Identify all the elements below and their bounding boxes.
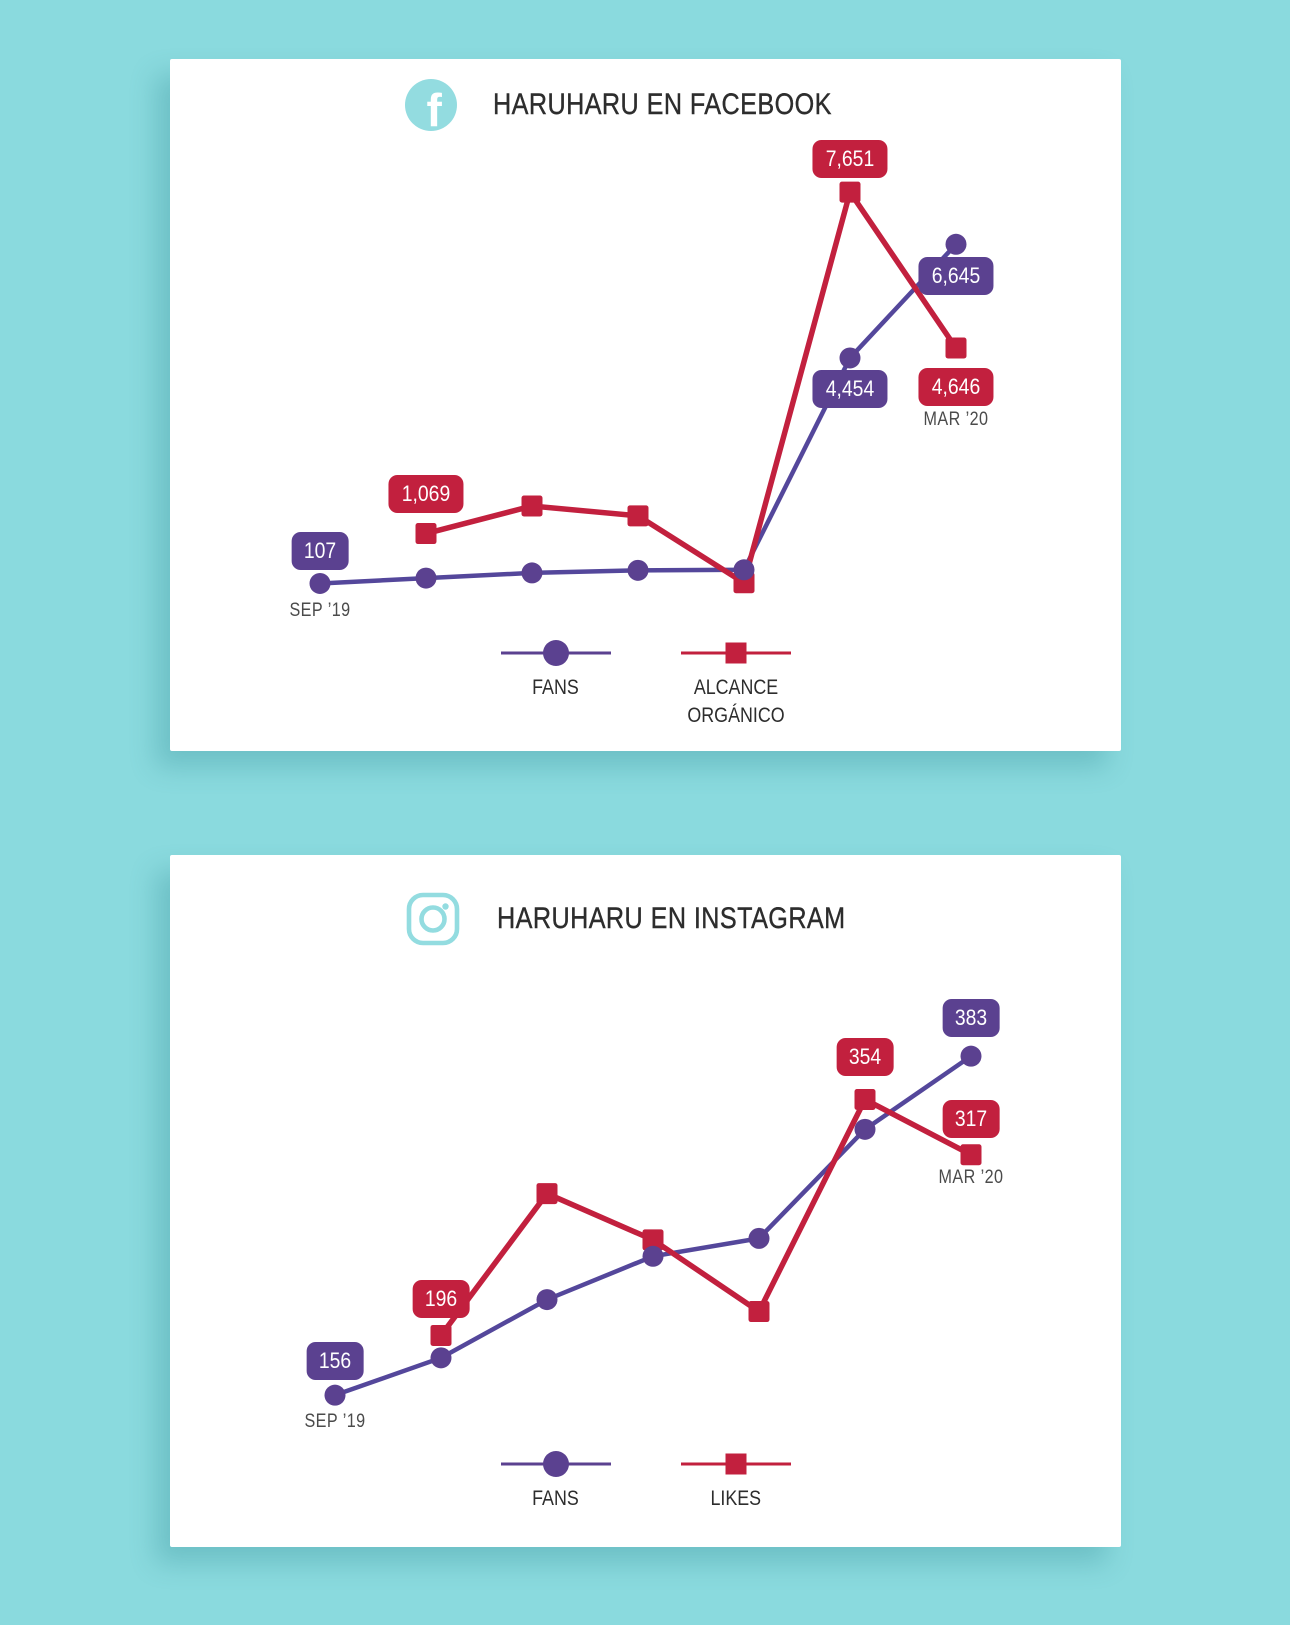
fans-point-0: [324, 1384, 346, 1406]
fans-point-3: [627, 559, 649, 581]
alcance-organico-point-3: [627, 505, 649, 527]
fans-point-2: [536, 1289, 558, 1311]
fans-point-1: [415, 567, 437, 589]
fans-point-0: [309, 572, 331, 594]
alcance-organico-point-2: [521, 495, 543, 517]
likes-point-3: [642, 1229, 664, 1251]
likes-point-4: [748, 1301, 770, 1323]
fans-legend-label: FANS: [532, 1487, 579, 1510]
likes-point-2: [536, 1183, 558, 1205]
instagram-chart-header: HARUHARU EN INSTAGRAM: [405, 891, 912, 947]
facebook-f-glyph: f: [426, 84, 442, 131]
instagram-chart-legend: FANS LIKES: [170, 1451, 1121, 1513]
legend-item-likes: LIKES: [671, 1451, 801, 1513]
fans-point-2: [521, 562, 543, 584]
instagram-chart-title: HARUHARU EN INSTAGRAM: [497, 902, 846, 935]
fans-point-5: [854, 1118, 876, 1140]
likes-line: [438, 1095, 973, 1338]
facebook-chart-title: HARUHARU EN FACEBOOK: [493, 88, 832, 121]
likes-point-5: [854, 1088, 876, 1110]
fans-legend-circle: [542, 640, 569, 666]
likes-point-6: [960, 1144, 982, 1166]
alcance-organico-point-5: [839, 181, 861, 203]
alcance-legend-label: ALCANCE ORGÁNICO: [686, 676, 785, 728]
instagram-icon: [406, 892, 460, 946]
likes-legend-square: [725, 1453, 746, 1475]
alcance-legend-square: [725, 642, 746, 664]
alcance-series-marker: [680, 640, 791, 666]
legend-item-fans: FANS: [491, 640, 621, 731]
instagram-line-chart: [324, 1045, 982, 1406]
likes-legend-label: LIKES: [710, 1487, 761, 1510]
facebook-icon: f: [405, 79, 457, 131]
facebook-line-chart: [309, 181, 967, 594]
fans-point-4: [733, 559, 755, 581]
legend-item-alcance-organico: ALCANCE ORGÁNICO: [671, 640, 801, 731]
alcance-organico-line: [425, 185, 959, 588]
fans-point-5: [839, 347, 861, 369]
likes-series-marker: [680, 1451, 791, 1477]
legend-item-fans: FANS: [491, 1451, 621, 1513]
fans-point-6: [945, 233, 967, 255]
fans-point-1: [430, 1347, 452, 1369]
fans-series-marker: [500, 1451, 611, 1477]
facebook-chart-card: f HARUHARU EN FACEBOOK 107 1,069 7,651 4,45…: [170, 59, 1121, 751]
fans-line: [319, 242, 958, 586]
alcance-organico-point-1: [415, 523, 437, 545]
fans-legend-label: FANS: [532, 676, 579, 699]
facebook-chart-header: f HARUHARU EN FACEBOOK: [405, 79, 896, 131]
likes-point-1: [430, 1324, 452, 1346]
instagram-chart-card: HARUHARU EN INSTAGRAM 156 196 354 383 317 SEP…: [170, 855, 1121, 1547]
fans-legend-circle: [542, 1451, 569, 1477]
fans-point-3: [642, 1245, 664, 1267]
fans-point-4: [748, 1227, 770, 1249]
facebook-chart-legend: FANS ALCANCE ORGÁNICO: [170, 640, 1121, 731]
fans-point-6: [960, 1045, 982, 1067]
fans-series-marker: [500, 640, 611, 666]
alcance-organico-point-6: [945, 337, 967, 359]
